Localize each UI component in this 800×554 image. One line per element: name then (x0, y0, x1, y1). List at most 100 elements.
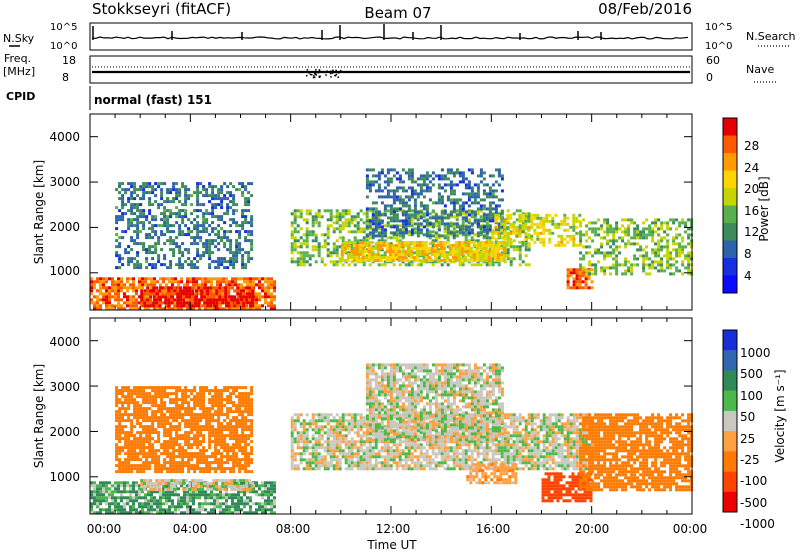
vel-echo-cell-1 (212, 479, 216, 483)
power-echo-cell-5 (407, 198, 411, 202)
power-echo-cell-4 (418, 253, 422, 256)
power-echo-cell-0 (108, 289, 111, 293)
power-echo-cell-3 (374, 242, 378, 246)
power-echo-cell-0 (99, 280, 102, 284)
vel-echo-cell-2 (172, 413, 176, 417)
power-echo-cell-3 (515, 248, 519, 252)
power-echo-cell-0 (153, 280, 156, 284)
vel-echo-cell-0 (216, 496, 219, 500)
power-echo-cell-3 (401, 227, 405, 231)
power-echo-cell-2 (166, 224, 170, 228)
power-echo-cell-2 (241, 248, 245, 252)
power-echo-cell-8 (579, 242, 583, 246)
vel-echo-cell-0 (219, 502, 222, 506)
power-echo-cell-0 (96, 295, 99, 299)
power-echo-cell-4 (355, 253, 359, 256)
power-echo-cell-2 (217, 197, 221, 201)
power-echo-cell-5 (473, 198, 477, 202)
power-echo-cell-0 (132, 301, 135, 305)
power-echo-cell-0 (186, 277, 189, 281)
vel-echo-cell-0 (222, 502, 225, 506)
power-echo-cell-3 (452, 236, 456, 240)
power-echo-cell-5 (437, 198, 441, 202)
power-echo-cell-2 (124, 251, 128, 255)
power-echo-cell-8 (633, 227, 637, 231)
power-echo-cell-1 (239, 292, 243, 296)
freq-noise-dot (337, 76, 339, 78)
vel-echo-cell-1 (158, 488, 162, 492)
power-echo-cell-3 (383, 209, 387, 213)
vel-echo-cell-2 (172, 419, 176, 423)
power-echo-cell-8 (627, 224, 631, 228)
power-echo-cell-2 (136, 218, 140, 222)
power-echo-cell-5 (461, 192, 465, 196)
power-echo-cell-5 (377, 195, 381, 199)
power-echo-cell-2 (193, 263, 197, 267)
power-echo-cell-4 (391, 244, 395, 247)
power-echo-cell-8 (660, 221, 664, 225)
power-echo-cell-3 (431, 263, 435, 267)
power-echo-cell-5 (368, 186, 372, 190)
power-echo-cell-2 (169, 260, 173, 264)
vel-echo-cell-2 (181, 395, 185, 399)
power-echo-cell-0 (105, 298, 108, 302)
power-echo-cell-3 (302, 260, 306, 264)
power-echo-cell-0 (267, 304, 270, 308)
power-echo-cell-0 (138, 283, 141, 287)
power-echo-cell-5 (371, 222, 375, 226)
power-echo-cell-2 (181, 251, 185, 255)
power-echo-cell-5 (452, 201, 456, 205)
power-echo-cell-0 (132, 280, 135, 284)
power-echo-cell-3 (350, 245, 354, 249)
power-echo-cell-5 (467, 225, 471, 229)
vel-echo-cell-0 (246, 496, 249, 500)
power-echo-cell-4 (400, 244, 404, 247)
power-echo-cell-5 (470, 228, 474, 232)
power-echo-cell-8 (642, 236, 646, 240)
power-echo-cell-2 (124, 188, 128, 192)
vel-echo-cell-0 (264, 508, 267, 512)
power-echo-cell-2 (184, 233, 188, 237)
power-echo-cell-5 (428, 198, 432, 202)
power-echo-cell-2 (214, 197, 218, 201)
power-echo-cell-5 (404, 222, 408, 226)
power-echo-cell-6 (491, 231, 495, 235)
power-echo-cell-3 (431, 230, 435, 234)
power-echo-cell-5 (440, 216, 444, 220)
power-echo-cell-2 (172, 248, 176, 252)
vel-echo-cell-2 (175, 419, 179, 423)
vel-echo-cell-2 (148, 401, 152, 405)
power-echo-cell-8 (669, 227, 673, 231)
vel-echo-cell-0 (270, 490, 273, 494)
power-echo-cell-2 (145, 191, 149, 195)
power-echo-cell-5 (404, 210, 408, 214)
power-echo-cell-2 (145, 215, 149, 219)
power-echo-cell-2 (172, 188, 176, 192)
power-echo-cell-5 (413, 201, 417, 205)
power-echo-cell-6 (551, 216, 555, 220)
vel-echo-cell-2 (142, 389, 146, 393)
power-echo-cell-3 (509, 260, 513, 264)
vel-echo-cell-0 (123, 502, 126, 506)
power-echo-cell-0 (177, 307, 180, 311)
power-echo-cell-4 (364, 259, 368, 262)
power-echo-cell-8 (654, 251, 658, 255)
power-echo-cell-5 (464, 219, 468, 223)
power-echo-cell-2 (178, 212, 182, 216)
power-echo-cell-2 (232, 266, 236, 270)
power-echo-cell-8 (612, 251, 616, 255)
power-echo-cell-5 (485, 228, 489, 232)
power-echo-cell-5 (425, 177, 429, 181)
power-echo-cell-8 (606, 251, 610, 255)
power-echo-cell-1 (224, 286, 228, 290)
vel-echo-cell-1 (227, 482, 231, 486)
vel-echo-cell-2 (172, 398, 176, 402)
vel-echo-cell-0 (246, 490, 249, 494)
power-echo-cell-5 (494, 189, 498, 193)
vel-echo-cell-0 (168, 505, 171, 509)
power-echo-cell-5 (419, 183, 423, 187)
vel-echo-cell-1 (173, 488, 177, 492)
power-echo-cell-4 (394, 244, 398, 247)
power-echo-cell-4 (352, 253, 356, 256)
power-echo-cell-3 (443, 227, 447, 231)
